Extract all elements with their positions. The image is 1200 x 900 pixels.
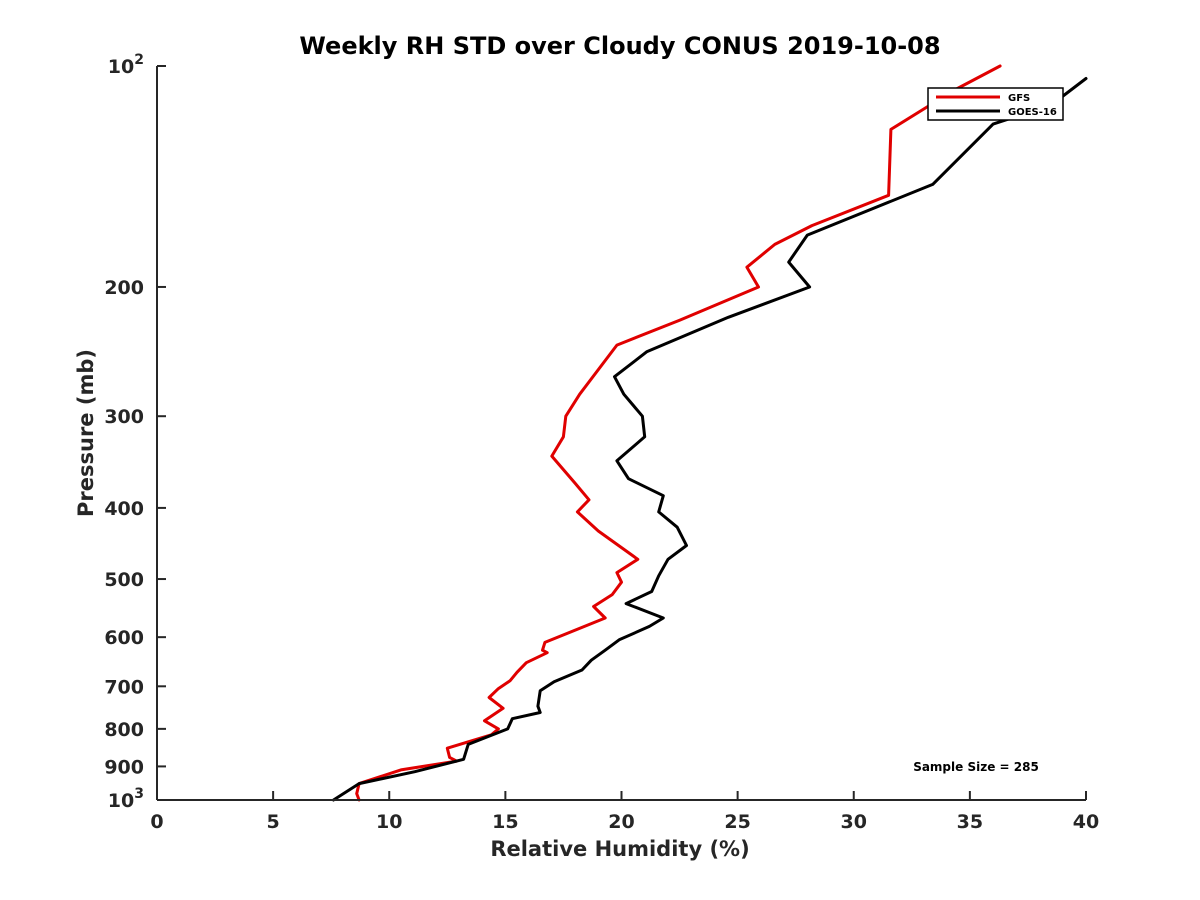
y-tick-label: 400 xyxy=(104,498,144,520)
x-tick-label: 30 xyxy=(841,811,867,833)
x-tick-label: 20 xyxy=(608,811,634,833)
x-tick-label: 25 xyxy=(724,811,750,833)
series-line-goes-16 xyxy=(332,77,1088,802)
x-tick-label: 35 xyxy=(957,811,983,833)
x-tick-label: 5 xyxy=(267,811,280,833)
series-line-gfs xyxy=(355,64,1002,802)
y-axis-label: Pressure (mb) xyxy=(74,349,98,517)
legend-box xyxy=(927,87,1064,121)
x-tick-label: 0 xyxy=(150,811,163,833)
axes xyxy=(156,66,1086,801)
y-tick-label: 500 xyxy=(104,569,144,591)
y-tick-label: 900 xyxy=(104,756,144,778)
y-tick-label: 800 xyxy=(104,719,144,741)
x-axis-label: Relative Humidity (%) xyxy=(490,837,749,861)
y-tick-label: 103 xyxy=(108,786,144,812)
plot-lines xyxy=(332,64,1088,802)
x-tick-label: 10 xyxy=(376,811,402,833)
ticks: 0 5 10 15 20 25 30 35 40 102 200 300 400 500 600 700 800… xyxy=(104,52,1099,833)
y-tick-label: 300 xyxy=(104,406,144,428)
y-tick-label: 200 xyxy=(104,277,144,299)
sample-size-annotation: Sample Size = 285 xyxy=(913,760,1039,774)
legend-label: GOES-16 xyxy=(1008,107,1057,118)
legend: GFS GOES-16 xyxy=(927,87,1064,121)
x-tick-label: 15 xyxy=(492,811,518,833)
y-tick-label: 700 xyxy=(104,676,144,698)
chart-title: Weekly RH STD over Cloudy CONUS 2019-10-… xyxy=(299,32,940,60)
y-tick-label: 102 xyxy=(108,52,144,78)
y-tick-label: 600 xyxy=(104,627,144,649)
legend-label: GFS xyxy=(1008,93,1030,104)
x-tick-label: 40 xyxy=(1073,811,1099,833)
